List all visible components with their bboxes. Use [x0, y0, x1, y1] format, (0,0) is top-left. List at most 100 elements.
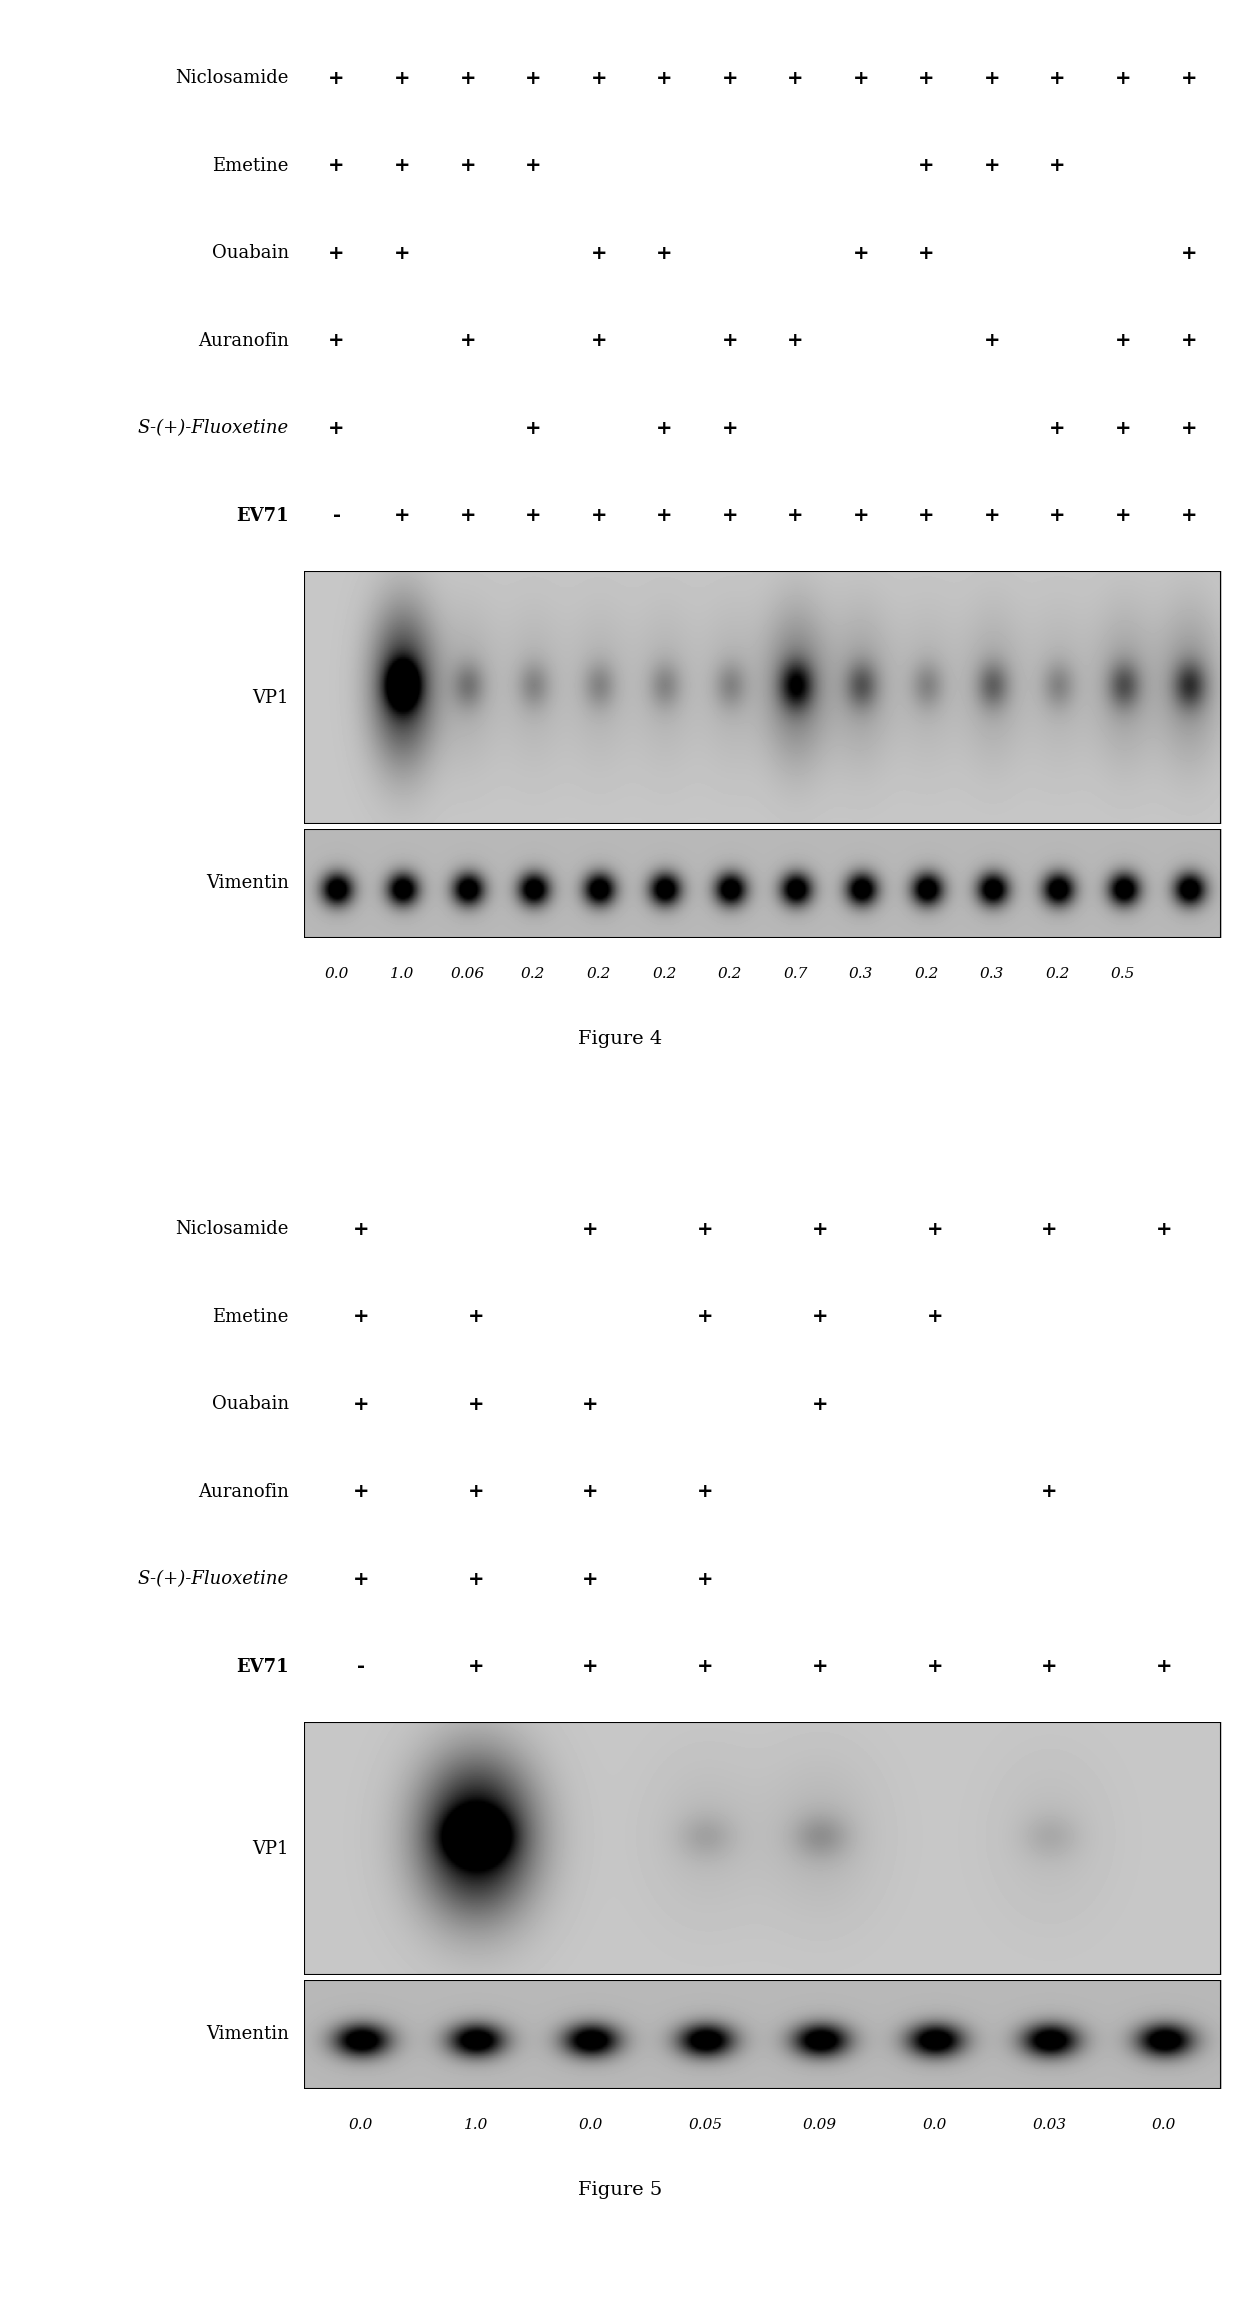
Bar	[304, 829, 1221, 939]
Text: +: +	[583, 1657, 599, 1676]
Text: +: +	[525, 69, 542, 87]
Text: 0.05: 0.05	[688, 2118, 723, 2132]
Text: Figure 4: Figure 4	[578, 1031, 662, 1047]
Text: 0.0: 0.0	[325, 967, 348, 981]
Text: +: +	[525, 506, 542, 525]
Text: +: +	[1115, 69, 1131, 87]
Text: +: +	[656, 69, 672, 87]
Text: +: +	[1156, 1657, 1172, 1676]
Text: Auranofin: Auranofin	[198, 331, 289, 350]
Text: +: +	[1115, 331, 1131, 350]
Text: +: +	[525, 419, 542, 437]
Text: +: +	[1042, 1220, 1058, 1238]
Text: +: +	[467, 1395, 484, 1413]
Text: +: +	[459, 506, 476, 525]
Text: -: -	[332, 506, 341, 525]
Text: +: +	[459, 69, 476, 87]
Text: +: +	[1180, 419, 1197, 437]
Text: +: +	[983, 157, 1001, 175]
Text: +: +	[722, 506, 738, 525]
Text: +: +	[656, 506, 672, 525]
Text: +: +	[1049, 419, 1066, 437]
Text: +: +	[467, 1657, 484, 1676]
Text: +: +	[1180, 506, 1197, 525]
Text: Auranofin: Auranofin	[198, 1482, 289, 1501]
Text: 0.09: 0.09	[802, 2118, 837, 2132]
Text: +: +	[1156, 1220, 1172, 1238]
Text: EV71: EV71	[237, 1657, 289, 1676]
Text: +: +	[722, 419, 738, 437]
Text: Ouabain: Ouabain	[212, 244, 289, 262]
Text: 0.03: 0.03	[1032, 2118, 1066, 2132]
Text: +: +	[394, 157, 410, 175]
Text: +: +	[656, 419, 672, 437]
Text: Emetine: Emetine	[212, 1308, 289, 1326]
Text: Emetine: Emetine	[212, 157, 289, 175]
Text: +: +	[812, 1395, 828, 1413]
Text: +: +	[722, 331, 738, 350]
Text: +: +	[1180, 331, 1197, 350]
Text: +: +	[583, 1482, 599, 1501]
Text: +: +	[983, 331, 1001, 350]
Text: +: +	[1049, 157, 1066, 175]
Text: 0.7: 0.7	[784, 967, 807, 981]
Text: S-(+)-Fluoxetine: S-(+)-Fluoxetine	[138, 1570, 289, 1588]
Text: Figure 5: Figure 5	[578, 2182, 662, 2198]
Text: +: +	[329, 419, 345, 437]
Text: +: +	[926, 1308, 942, 1326]
Text: 0.3: 0.3	[980, 967, 1004, 981]
Text: +: +	[394, 506, 410, 525]
Text: +: +	[787, 69, 804, 87]
Text: +: +	[697, 1570, 713, 1588]
Text: Ouabain: Ouabain	[212, 1395, 289, 1413]
Text: 0.0: 0.0	[348, 2118, 373, 2132]
Text: +: +	[590, 69, 608, 87]
Text: +: +	[1180, 244, 1197, 262]
Text: 0.2: 0.2	[587, 967, 611, 981]
Text: +: +	[983, 506, 1001, 525]
Text: +: +	[353, 1220, 370, 1238]
Text: 0.2: 0.2	[914, 967, 939, 981]
Text: VP1: VP1	[253, 688, 289, 707]
Text: +: +	[918, 157, 935, 175]
Text: +: +	[918, 69, 935, 87]
Text: +: +	[583, 1395, 599, 1413]
Text: +: +	[353, 1482, 370, 1501]
Text: +: +	[812, 1220, 828, 1238]
Text: +: +	[656, 244, 672, 262]
Text: +: +	[459, 157, 476, 175]
Text: +: +	[853, 69, 869, 87]
Text: 0.2: 0.2	[521, 967, 546, 981]
Text: Niclosamide: Niclosamide	[176, 69, 289, 87]
Text: +: +	[329, 157, 345, 175]
Text: +: +	[590, 331, 608, 350]
Text: 1.0: 1.0	[464, 2118, 489, 2132]
Text: 0.2: 0.2	[718, 967, 742, 981]
Text: +: +	[918, 506, 935, 525]
Text: +: +	[1042, 1482, 1058, 1501]
Text: +: +	[467, 1570, 484, 1588]
Text: +: +	[787, 331, 804, 350]
Text: Vimentin: Vimentin	[206, 875, 289, 893]
Text: +: +	[394, 69, 410, 87]
Text: 0.0: 0.0	[1152, 2118, 1177, 2132]
Text: +: +	[1049, 69, 1066, 87]
Text: +: +	[697, 1220, 713, 1238]
Text: +: +	[1115, 506, 1131, 525]
Text: +: +	[459, 331, 476, 350]
Text: +: +	[697, 1657, 713, 1676]
Text: +: +	[467, 1482, 484, 1501]
Text: -: -	[357, 1657, 365, 1676]
Text: 0.0: 0.0	[578, 2118, 603, 2132]
Text: 0.2: 0.2	[652, 967, 677, 981]
Text: +: +	[983, 69, 1001, 87]
Text: +: +	[583, 1570, 599, 1588]
Text: +: +	[853, 506, 869, 525]
Text: +: +	[353, 1308, 370, 1326]
Bar	[304, 1722, 1221, 1975]
Text: +: +	[918, 244, 935, 262]
Text: +: +	[1180, 69, 1197, 87]
Text: Vimentin: Vimentin	[206, 2026, 289, 2044]
Text: +: +	[394, 244, 410, 262]
Text: +: +	[1115, 419, 1131, 437]
